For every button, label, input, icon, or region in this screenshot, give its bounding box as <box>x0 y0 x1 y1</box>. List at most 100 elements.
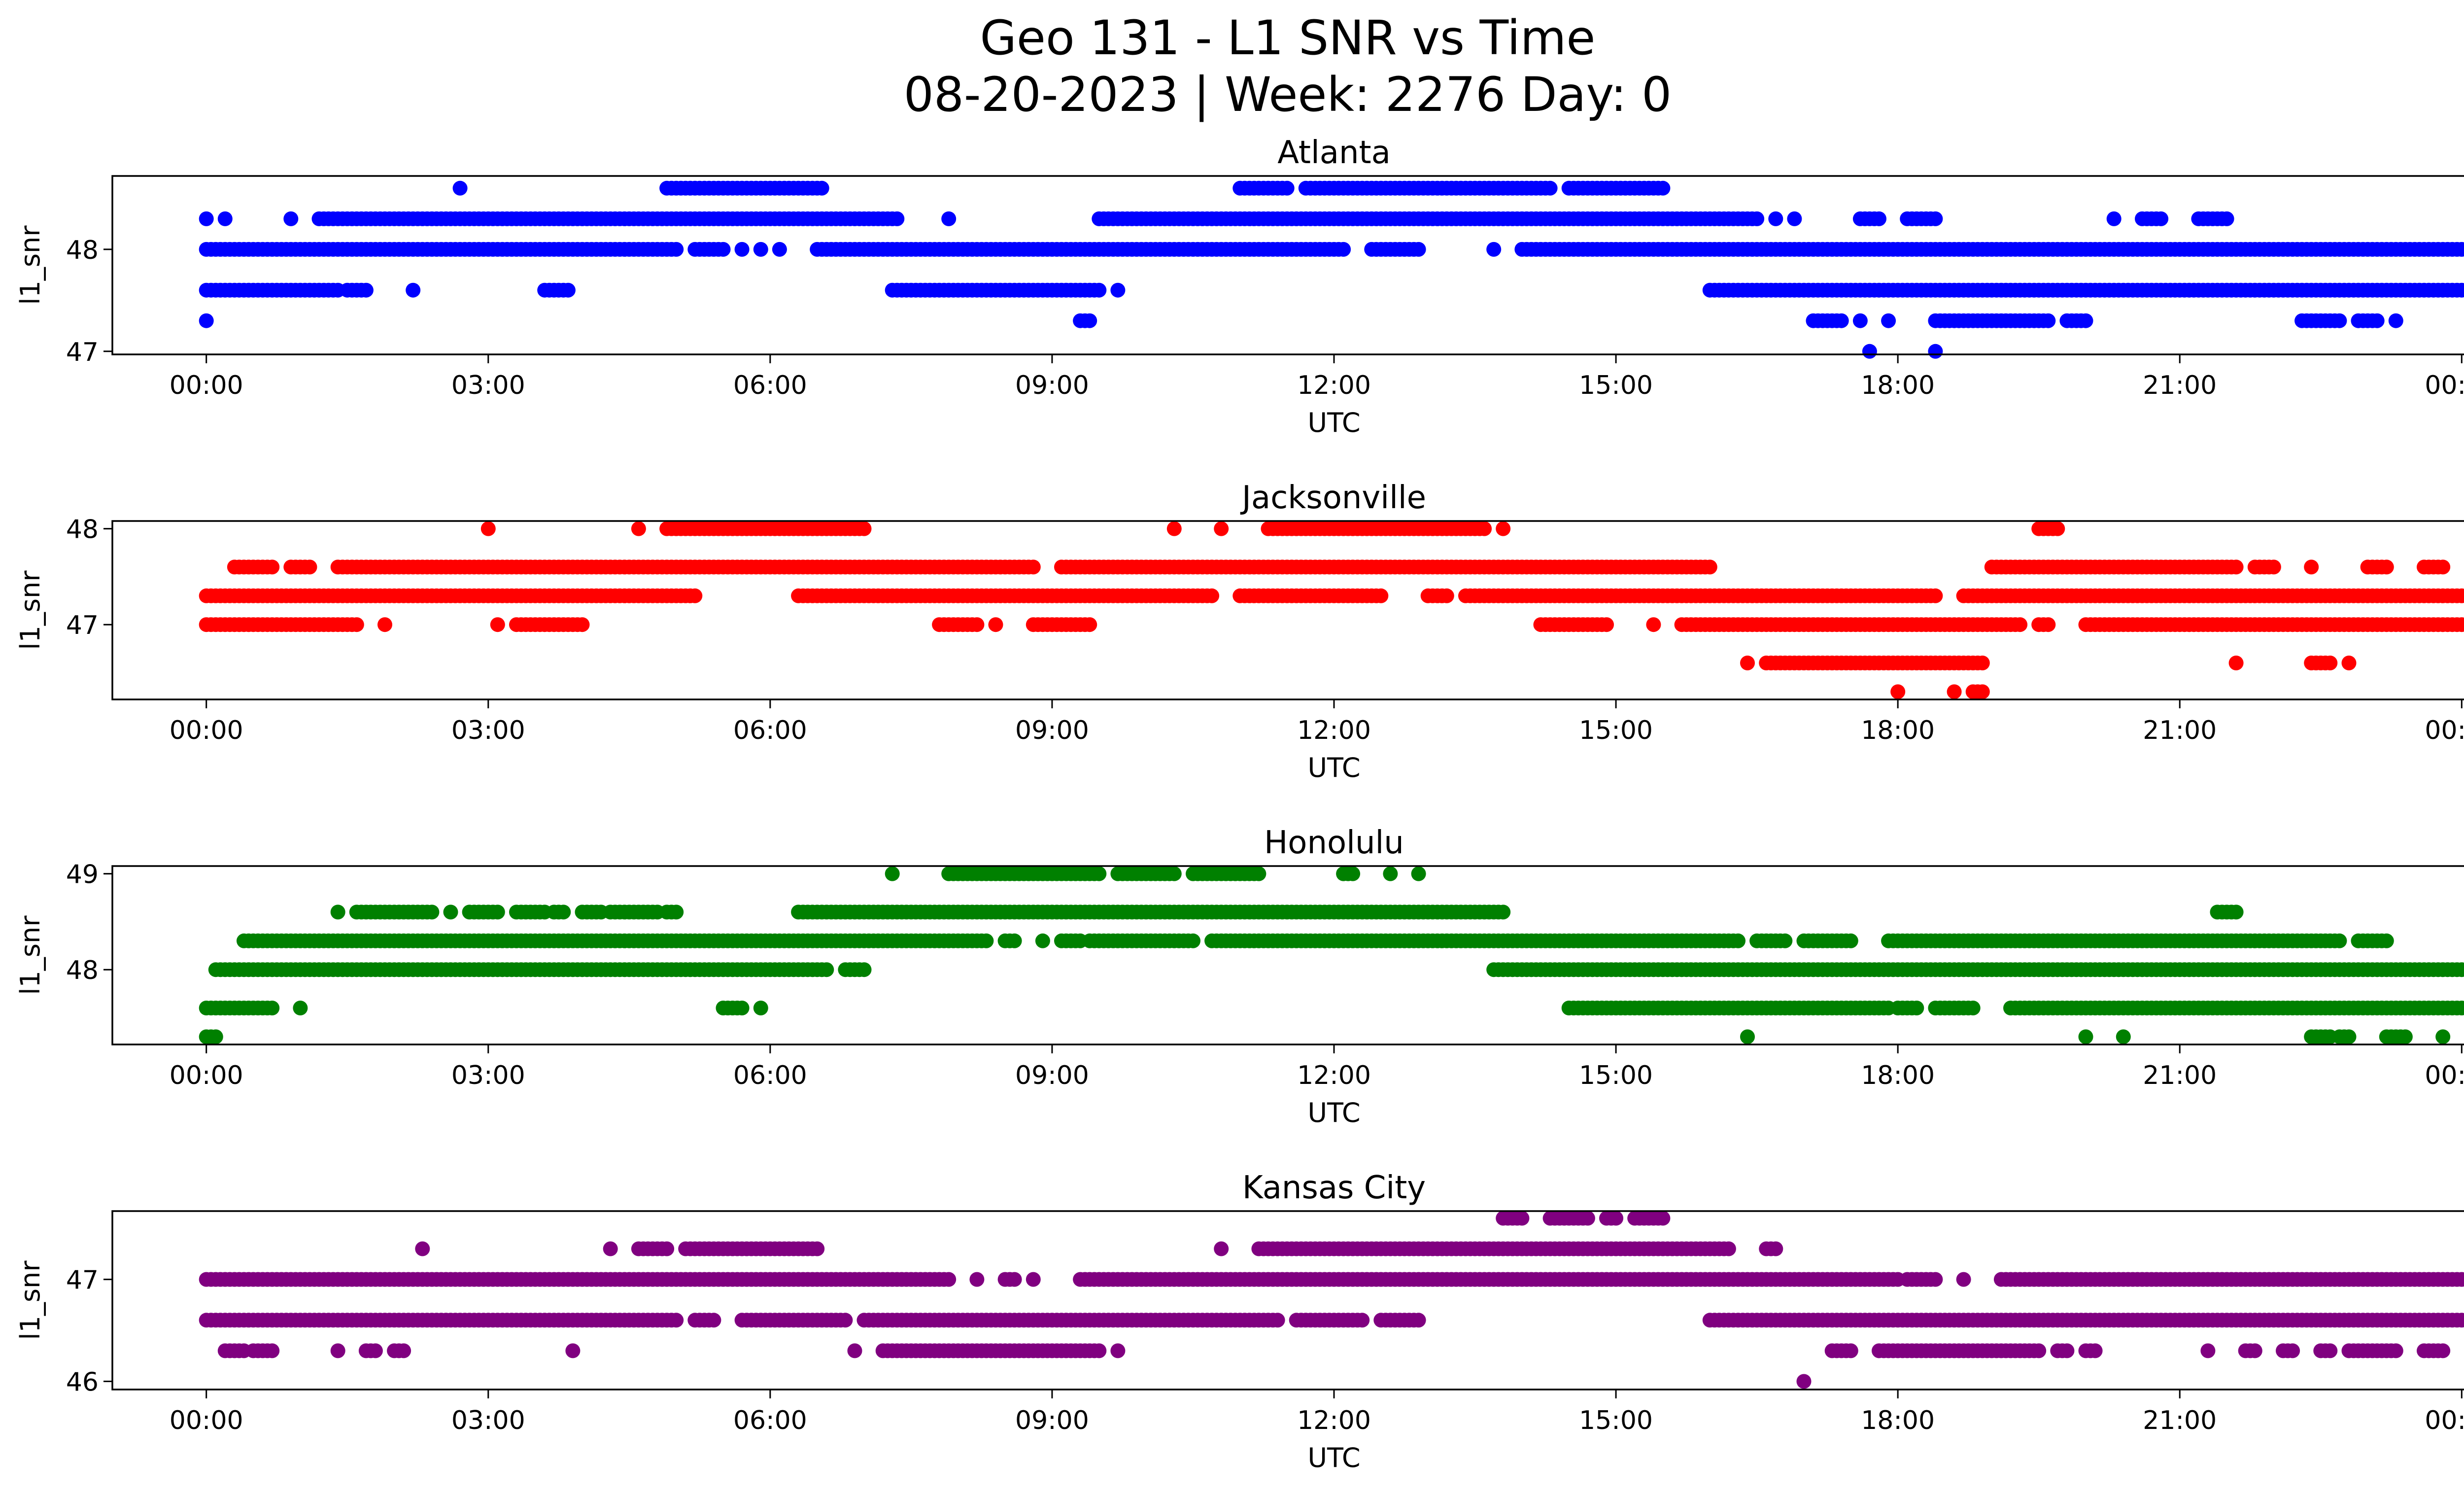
x-tick-label: 09:00 <box>1015 1406 1089 1435</box>
data-point <box>1655 1211 1671 1226</box>
data-point <box>1411 242 1426 257</box>
x-axis-label: UTC <box>1307 407 1360 438</box>
data-point <box>1439 588 1454 603</box>
data-point <box>2247 1343 2262 1358</box>
data-point <box>283 211 299 226</box>
y-tick-label: 48 <box>66 956 99 985</box>
data-point <box>941 211 957 226</box>
data-point <box>1279 180 1295 196</box>
data-point <box>1975 656 1990 670</box>
data-point <box>1881 313 1896 328</box>
data-point <box>358 282 374 298</box>
data-point <box>716 242 731 257</box>
data-point <box>2228 904 2244 920</box>
data-point <box>396 1343 411 1358</box>
data-point <box>753 242 768 257</box>
data-point <box>1843 933 1858 948</box>
data-point <box>1872 211 1886 226</box>
data-point <box>1373 588 1389 603</box>
data-point <box>415 1241 430 1256</box>
data-point <box>1749 211 1765 226</box>
data-point <box>1270 1313 1285 1328</box>
data-point <box>2341 656 2357 670</box>
data-point <box>669 904 684 920</box>
data-point <box>2041 313 2056 328</box>
data-point <box>556 904 571 920</box>
data-point <box>443 904 458 920</box>
y-axis-label: l1_snr <box>15 1260 46 1340</box>
data-point <box>819 962 834 977</box>
data-point <box>208 1029 223 1044</box>
data-point <box>988 617 1003 632</box>
plot-frame <box>111 520 2464 700</box>
data-point <box>452 180 468 196</box>
data-point <box>2078 313 2093 328</box>
data-point <box>969 617 985 632</box>
x-tick-label: 15:00 <box>1579 1406 1653 1435</box>
data-point <box>1082 617 1097 632</box>
data-point <box>1204 588 1220 603</box>
x-tick-label: 06:00 <box>733 716 807 745</box>
data-point <box>1787 211 1802 226</box>
data-point <box>1336 242 1351 257</box>
y-tick-label: 49 <box>66 860 99 890</box>
data-point <box>1345 866 1361 881</box>
y-tick-label: 46 <box>66 1367 99 1397</box>
x-tick-label: 03:00 <box>451 1061 525 1090</box>
y-tick-label: 48 <box>66 236 99 265</box>
data-point <box>265 559 280 575</box>
data-point <box>1496 904 1511 920</box>
data-point <box>2078 1029 2093 1044</box>
data-point <box>2397 1029 2413 1044</box>
x-tick-label: 09:00 <box>1015 716 1089 745</box>
data-point <box>941 1272 957 1287</box>
x-tick-label: 06:00 <box>733 1061 807 1090</box>
data-point <box>1580 1211 1595 1226</box>
data-point <box>1890 684 1906 699</box>
x-tick-label: 12:00 <box>1297 371 1371 400</box>
data-point <box>1026 559 1041 575</box>
data-point <box>1721 1241 1736 1256</box>
data-point <box>814 180 829 196</box>
data-point <box>2435 559 2451 575</box>
x-tick-label: 18:00 <box>1861 1406 1935 1435</box>
y-axis-label: l1_snr <box>15 225 46 305</box>
data-point <box>2388 313 2403 328</box>
data-point <box>1477 521 1492 536</box>
data-point <box>2116 1029 2131 1044</box>
x-tick-label: 03:00 <box>451 371 525 400</box>
data-point <box>2031 1343 2047 1358</box>
plot-frame <box>111 175 2464 355</box>
data-point <box>847 1343 862 1358</box>
data-point <box>2219 211 2234 226</box>
data-point <box>2379 559 2394 575</box>
data-point <box>490 904 505 920</box>
data-point <box>2369 313 2385 328</box>
data-point <box>2454 282 2464 298</box>
data-point <box>631 521 646 536</box>
data-point <box>1796 1374 1812 1389</box>
data-point <box>2379 933 2394 948</box>
data-point <box>1035 933 1050 948</box>
data-point <box>1965 1001 1981 1015</box>
data-point <box>753 1001 768 1015</box>
data-point <box>1768 1241 1783 1256</box>
panel-title: Kansas City <box>1242 1170 1426 1206</box>
figure-title-line1: Geo 131 - L1 SNR vs Time <box>980 10 1596 66</box>
data-point <box>734 242 750 257</box>
data-point <box>377 617 392 632</box>
data-point <box>1214 1241 1229 1256</box>
data-point <box>2013 617 2028 632</box>
x-tick-label: 00:00 <box>170 1406 243 1435</box>
data-point <box>1166 866 1182 881</box>
x-tick-label: 00:00 <box>170 1061 243 1090</box>
x-tick-label: 21:00 <box>2143 1406 2217 1435</box>
x-tick-label: 15:00 <box>1579 716 1653 745</box>
data-point <box>1909 1001 1924 1015</box>
x-tick-label: 21:00 <box>2143 371 2217 400</box>
x-tick-label: 00:00 <box>2425 716 2464 745</box>
